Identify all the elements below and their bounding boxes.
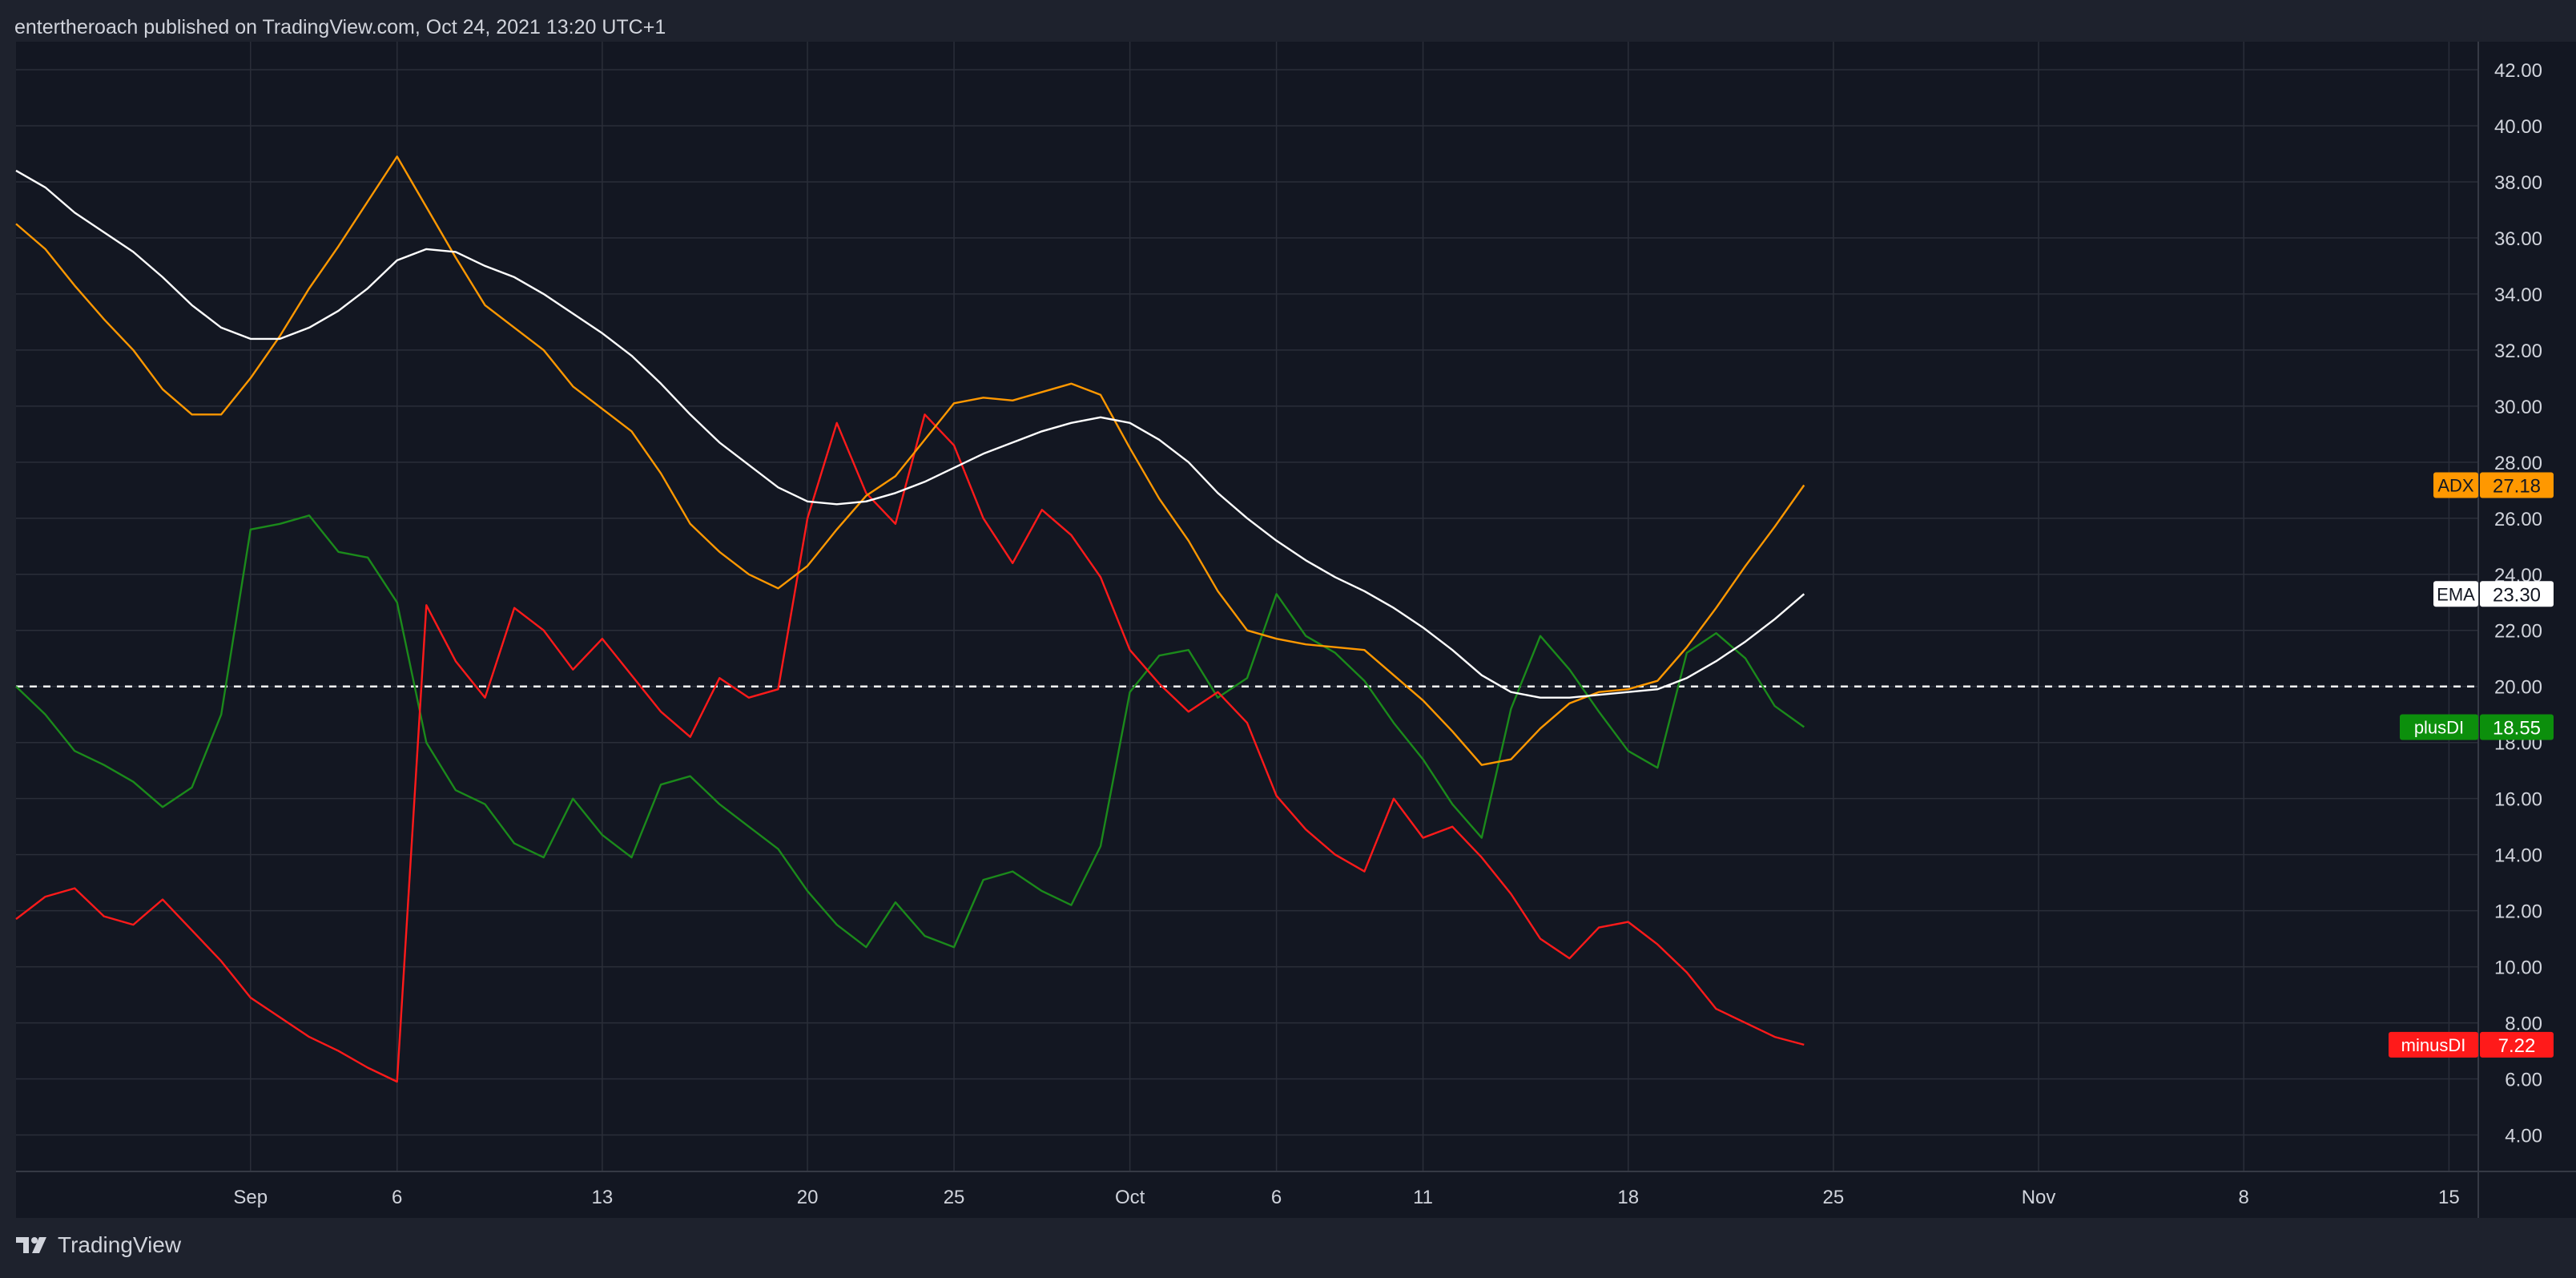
x-tick-label: Nov (2022, 1187, 2056, 1208)
tradingview-logo-icon[interactable] (14, 1235, 50, 1256)
x-tick-label: 20 (797, 1187, 819, 1208)
y-tick-label: 8.00 (2505, 1014, 2542, 1035)
series-name-tag-ADX (2433, 472, 2478, 498)
y-tick-label: 26.00 (2494, 509, 2542, 530)
series-name-label-plusDI: plusDI (2414, 717, 2464, 737)
x-tick-label: 8 (2239, 1187, 2249, 1208)
x-tick-label: 25 (1823, 1187, 1845, 1208)
publisher-header: entertheroach published on TradingView.c… (14, 16, 666, 38)
y-tick-label: 4.00 (2505, 1126, 2542, 1147)
series-value-tag-plusDI (2480, 714, 2554, 740)
y-tick-label: 42.00 (2494, 60, 2542, 82)
y-tick-label: 36.00 (2494, 228, 2542, 250)
x-tick-label: 25 (944, 1187, 965, 1208)
series-line-minusDI (15, 413, 1805, 1083)
series-name-tag-minusDI (2389, 1031, 2478, 1058)
series-line-EMA (15, 169, 1805, 699)
y-tick-label: 40.00 (2494, 116, 2542, 138)
y-tick-label: 10.00 (2494, 957, 2542, 979)
x-tick-label: 11 (1413, 1187, 1433, 1208)
series-name-tag-EMA (2433, 581, 2478, 607)
y-tick-label: 32.00 (2494, 341, 2542, 362)
x-tick-label: 6 (1271, 1187, 1282, 1208)
y-tick-label: 20.00 (2494, 677, 2542, 699)
series-value-label-ADX: 27.18 (2493, 476, 2541, 498)
x-tick-label: 6 (392, 1187, 402, 1208)
x-tick-label: 13 (592, 1187, 614, 1208)
plot-area[interactable] (16, 42, 2478, 1171)
footer: TradingView (14, 1226, 181, 1264)
series-value-label-EMA: 23.30 (2493, 584, 2541, 606)
series-line-plusDI (15, 514, 1805, 949)
series-value-label-minusDI: 7.22 (2498, 1035, 2536, 1057)
time-axis-area[interactable] (16, 1171, 2576, 1218)
y-tick-label: 16.00 (2494, 789, 2542, 811)
y-tick-label: 6.00 (2505, 1070, 2542, 1091)
x-tick-label: 18 (1617, 1187, 1639, 1208)
tradingview-brand[interactable]: TradingView (58, 1232, 182, 1257)
y-tick-label: 30.00 (2494, 397, 2542, 418)
y-tick-label: 22.00 (2494, 621, 2542, 643)
y-tick-label: 14.00 (2494, 845, 2542, 867)
y-tick-label: 34.00 (2494, 284, 2542, 306)
series-value-label-plusDI: 18.55 (2493, 717, 2541, 739)
y-tick-label: 12.00 (2494, 901, 2542, 923)
x-tick-label: Oct (1115, 1187, 1145, 1208)
series-name-tag-plusDI (2400, 714, 2478, 740)
series-name-label-EMA: EMA (2437, 584, 2475, 604)
series-name-label-ADX: ADX (2437, 476, 2474, 496)
series-line-ADX (15, 155, 1805, 766)
series-value-tag-ADX (2480, 472, 2554, 498)
y-tick-label: 28.00 (2494, 453, 2542, 474)
series-name-label-minusDI: minusDI (2401, 1035, 2466, 1055)
y-tick-label: 38.00 (2494, 172, 2542, 194)
series-value-tag-EMA (2480, 581, 2554, 607)
x-tick-label: Sep (233, 1187, 268, 1208)
series-value-tag-minusDI (2480, 1031, 2554, 1058)
x-tick-label: 15 (2438, 1187, 2460, 1208)
